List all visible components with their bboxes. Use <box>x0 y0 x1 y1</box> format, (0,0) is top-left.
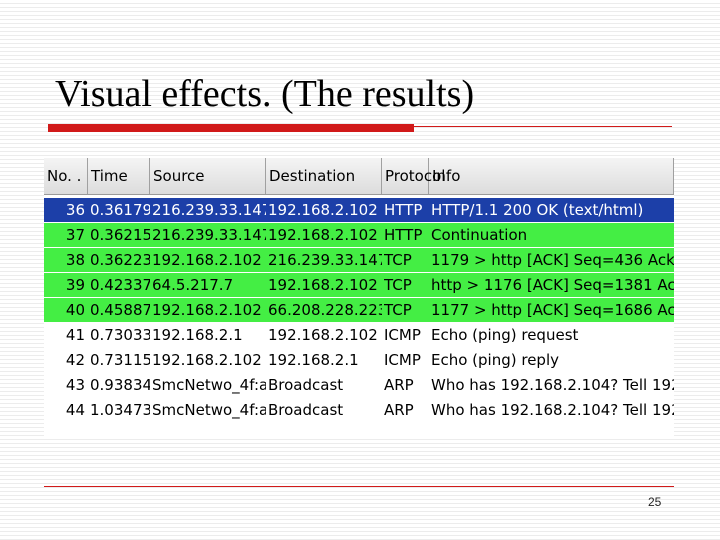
packet-row[interactable]: 40 0.458870192.168.2.102 66.208.228.223TCP… <box>44 298 674 323</box>
packet-cell-no: 42 <box>65 351 85 369</box>
column-header-time[interactable]: Time <box>88 158 150 194</box>
column-header-no[interactable]: No. . <box>44 158 88 194</box>
packet-cell-destination: 192.168.2.102 <box>268 276 378 294</box>
packet-row[interactable]: 42 0.731154192.168.2.102 192.168.2.1 ICMP Ec… <box>44 348 674 373</box>
packet-cell-no: 37 <box>65 226 85 244</box>
packet-cell-destination: 192.168.2.102 <box>268 201 378 219</box>
packet-cell-protocol: ARP <box>384 401 414 419</box>
column-header-destination[interactable]: Destination <box>266 158 382 194</box>
packet-cell-no: 44 <box>65 401 85 419</box>
packet-cell-source: 216.239.33.147 <box>152 226 266 244</box>
packet-cell-protocol: TCP <box>384 301 412 319</box>
packet-cell-no: 41 <box>65 326 85 344</box>
column-header-info[interactable]: Info <box>429 158 674 194</box>
packet-cell-source: 192.168.2.102 <box>152 351 262 369</box>
packet-cell-protocol: TCP <box>384 251 412 269</box>
packet-cell-source: SmcNetwo_4f:aa:2e <box>152 401 266 419</box>
packet-cell-destination: 216.239.33.147 <box>268 251 382 269</box>
packet-cell-info: Echo (ping) reply <box>431 351 559 369</box>
packet-cell-time: 1.034737 <box>90 401 150 419</box>
packet-cell-source: 192.168.2.102 <box>152 251 262 269</box>
footer-rule <box>44 486 674 487</box>
title-accent-bar <box>48 124 414 132</box>
packet-cell-info: Echo (ping) request <box>431 326 579 344</box>
packet-cell-time: 0.423375 <box>90 276 150 294</box>
page-number: 25 <box>648 495 662 509</box>
packet-cell-destination: Broadcast <box>268 376 344 394</box>
packet-cell-info: HTTP/1.1 200 OK (text/html) <box>431 201 644 219</box>
packet-row[interactable]: 44 1.034737SmcNetwo_4f:aa:2eBroadcast ARP W… <box>44 398 674 423</box>
packet-cell-no: 39 <box>65 276 85 294</box>
packet-cell-time: 0.458870 <box>90 301 150 319</box>
column-header-protocol[interactable]: Protocol <box>382 158 445 194</box>
packet-cell-no: 43 <box>65 376 85 394</box>
packet-list-screenshot: No. . Time Source Destination Protocol Info 3… <box>44 156 674 438</box>
packet-cell-source: 64.5.217.7 <box>152 276 234 294</box>
packet-row[interactable]: 43 0.938344SmcNetwo_4f:aa:2eBroadcast ARP W… <box>44 373 674 398</box>
packet-cell-info: Who has 192.168.2.104? Tell 192.168.2.1 <box>431 401 674 419</box>
packet-cell-time: 0.361793 <box>90 201 150 219</box>
packet-cell-destination: 66.208.228.223 <box>268 301 382 319</box>
packet-cell-info: http > 1176 [ACK] Seq=1381 Ack=2243 Win=… <box>431 276 674 294</box>
packet-cell-time: 0.362153 <box>90 226 150 244</box>
packet-cell-source: 192.168.2.1 <box>152 326 243 344</box>
packet-cell-time: 0.731154 <box>90 351 150 369</box>
packet-row[interactable]: 41 0.730334192.168.2.1 192.168.2.102 ICMP Ec… <box>44 323 674 348</box>
packet-cell-time: 0.938344 <box>90 376 150 394</box>
packet-cell-no: 38 <box>65 251 85 269</box>
slide-title: Visual effects. (The results) <box>55 73 475 115</box>
packet-list-header: No. . Time Source Destination Protocol Info <box>44 158 674 195</box>
packet-cell-protocol: HTTP <box>384 226 423 244</box>
packet-row[interactable]: 38 0.362233192.168.2.102 216.239.33.147TCP… <box>44 248 674 273</box>
packet-cell-info: Who has 192.168.2.104? Tell 192.168.2.1 <box>431 376 674 394</box>
packet-row[interactable]: 39 0.42337564.5.217.7 192.168.2.102 TCP http… <box>44 273 674 298</box>
column-header-source[interactable]: Source <box>150 158 266 194</box>
packet-cell-no: 36 <box>65 201 85 219</box>
packet-cell-protocol: ICMP <box>384 326 421 344</box>
packet-cell-time: 0.730334 <box>90 326 150 344</box>
packet-cell-info: 1177 > http [ACK] Seq=1686 Ack=671 Win=6… <box>431 301 674 319</box>
packet-cell-source: 216.239.33.147 <box>152 201 266 219</box>
packet-cell-destination: Broadcast <box>268 401 344 419</box>
title-underline <box>414 126 672 127</box>
packet-cell-source: SmcNetwo_4f:aa:2e <box>152 376 266 394</box>
packet-cell-protocol: TCP <box>384 276 412 294</box>
packet-cell-source: 192.168.2.102 <box>152 301 262 319</box>
packet-cell-info: 1179 > http [ACK] Seq=436 Ack=175 Win=64… <box>431 251 674 269</box>
packet-cell-info: Continuation <box>431 226 528 244</box>
packet-cell-destination: 192.168.2.102 <box>268 326 378 344</box>
packet-cell-protocol: ARP <box>384 376 414 394</box>
packet-cell-protocol: HTTP <box>384 201 423 219</box>
packet-cell-destination: 192.168.2.102 <box>268 226 378 244</box>
packet-cell-time: 0.362233 <box>90 251 150 269</box>
packet-cell-protocol: ICMP <box>384 351 421 369</box>
packet-cell-destination: 192.168.2.1 <box>268 351 359 369</box>
packet-cell-no: 40 <box>65 301 85 319</box>
